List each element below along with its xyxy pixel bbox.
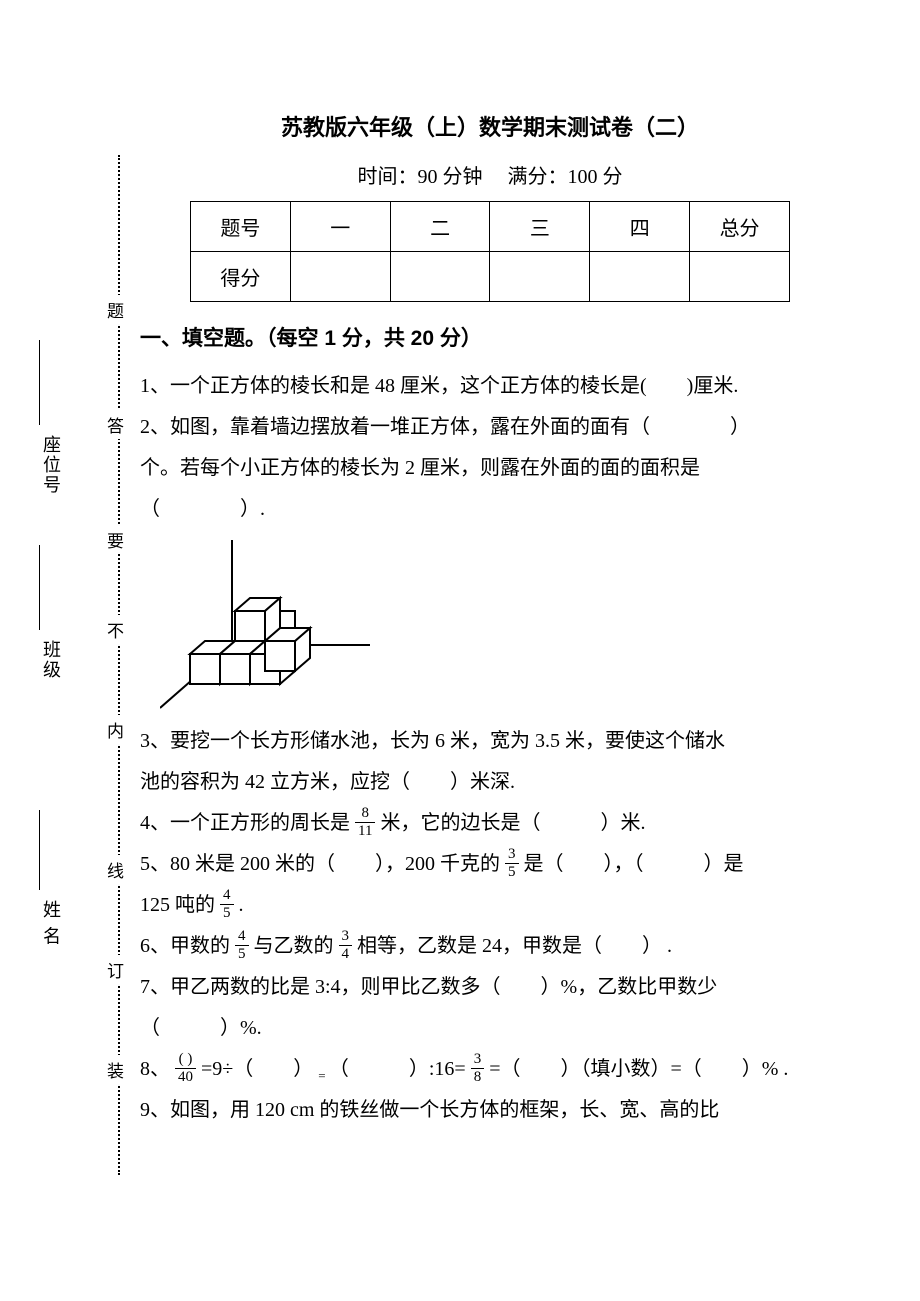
question-5-line1: 5、80 米是 200 米的（ ），200 千克的 35 是（ ），（ ）是 xyxy=(140,844,840,885)
info-seat-label: 座位号 xyxy=(38,435,64,495)
question-5-line2: 125 吨的 45 . xyxy=(140,885,840,926)
question-4: 4、一个正方形的周长是 811 米，它的边长是（ ）米. xyxy=(140,803,840,844)
question-2-line1: 2、如图，靠着墙边摆放着一堆正方体，露在外面的面有（ ） xyxy=(140,407,840,448)
q8-text-a: 8、 xyxy=(140,1058,170,1080)
td-score-label: 得分 xyxy=(191,252,291,302)
q6-text-c: 相等，乙数是 24，甲数是（ ） . xyxy=(357,935,672,957)
q8-eq-sub: = xyxy=(318,1068,329,1083)
info-seat-line xyxy=(39,340,40,425)
th-5: 总分 xyxy=(690,202,790,252)
fullscore-label: 满分： xyxy=(508,166,568,188)
fraction-8-11: 811 xyxy=(355,806,375,839)
question-3-line2: 池的容积为 42 立方米，应挖（ ）米深. xyxy=(140,762,840,803)
td-blank-2 xyxy=(390,252,490,302)
question-7-line1: 7、甲乙两数的比是 3:4，则甲比乙数多（ ）%，乙数比甲数少 xyxy=(140,967,840,1008)
time-label: 时间： xyxy=(358,166,418,188)
q8-text-b: =9÷（ ） xyxy=(201,1058,313,1080)
section-1-heading: 一、填空题。（每空 1 分，共 20 分） xyxy=(140,322,840,352)
margin-char-ding: 订 xyxy=(107,955,124,984)
margin-char-xian: 线 xyxy=(107,855,124,884)
question-8: 8、 ( )40 =9÷（ ） = （ ）:16= 38 =（ ）（填小数）=（… xyxy=(140,1049,840,1090)
info-name-label: 姓 名 xyxy=(38,900,64,947)
table-row-score: 得分 xyxy=(191,252,790,302)
cube-diagram xyxy=(160,540,840,715)
fraction-4-5: 45 xyxy=(220,888,234,921)
score-table: 题号 一 二 三 四 总分 得分 xyxy=(190,201,790,302)
fraction-3-5: 35 xyxy=(505,847,519,880)
time-value: 90 分钟 xyxy=(418,166,483,188)
th-4: 四 xyxy=(590,202,690,252)
question-6: 6、甲数的 45 与乙数的 34 相等，乙数是 24，甲数是（ ） . xyxy=(140,926,840,967)
student-info-strip: 姓 名 班级 座位号 xyxy=(24,380,74,1000)
th-1: 一 xyxy=(290,202,390,252)
td-blank-3 xyxy=(490,252,590,302)
info-class-label: 班级 xyxy=(38,640,64,680)
margin-char-da: 答 xyxy=(107,410,124,439)
fraction-paren-40: ( )40 xyxy=(175,1052,196,1085)
cube-svg-icon xyxy=(160,540,370,710)
fraction-4-5b: 45 xyxy=(235,929,249,962)
q5-text-d: . xyxy=(239,894,244,916)
q6-text-a: 6、甲数的 xyxy=(140,935,230,957)
exam-page: 苏教版六年级（上）数学期末测试卷（二） 时间：90 分钟 满分：100 分 题号… xyxy=(140,110,840,1131)
fraction-3-4: 34 xyxy=(339,929,353,962)
th-2: 二 xyxy=(390,202,490,252)
question-7-line2: （ ）%. xyxy=(140,1008,840,1049)
fullscore-value: 100 分 xyxy=(568,166,623,188)
q5-text-b: 是（ ），（ ）是 xyxy=(524,853,744,875)
td-blank-5 xyxy=(690,252,790,302)
binding-margin-inner: 题 答 要 不 内 线 订 装 xyxy=(110,155,128,1175)
td-blank-4 xyxy=(590,252,690,302)
q6-text-b: 与乙数的 xyxy=(254,935,334,957)
question-2-line3: （ ）. xyxy=(140,489,840,530)
margin-char-ti: 题 xyxy=(107,295,124,324)
th-0: 题号 xyxy=(191,202,291,252)
q5-text-a: 5、80 米是 200 米的（ ），200 千克的 xyxy=(140,853,500,875)
info-name-line xyxy=(39,810,40,890)
question-3-line1: 3、要挖一个长方形储水池，长为 6 米，宽为 3.5 米，要使这个储水 xyxy=(140,721,840,762)
margin-char-zhuang: 装 xyxy=(107,1055,124,1084)
q4-text-a: 4、一个正方形的周长是 xyxy=(140,812,350,834)
q8-text-d: =（ ）（填小数）=（ ）% . xyxy=(489,1058,788,1080)
info-class-line xyxy=(39,545,40,630)
fraction-3-8: 38 xyxy=(471,1052,485,1085)
margin-char-nei: 内 xyxy=(107,715,124,744)
question-2-line2: 个。若每个小正方体的棱长为 2 厘米，则露在外面的面的面积是 xyxy=(140,448,840,489)
exam-title: 苏教版六年级（上）数学期末测试卷（二） xyxy=(140,110,840,142)
question-1: 1、一个正方体的棱长和是 48 厘米，这个正方体的棱长是( )厘米. xyxy=(140,366,840,407)
td-blank-1 xyxy=(290,252,390,302)
q8-text-c: （ ）:16= xyxy=(329,1058,466,1080)
table-row-header: 题号 一 二 三 四 总分 xyxy=(191,202,790,252)
question-9: 9、如图，用 120 cm 的铁丝做一个长方体的框架，长、宽、高的比 xyxy=(140,1090,840,1131)
q5-text-c: 125 吨的 xyxy=(140,894,215,916)
margin-char-yao: 要 xyxy=(107,525,124,554)
margin-char-bu: 不 xyxy=(107,615,124,644)
q4-text-b: 米，它的边长是（ ）米. xyxy=(380,812,645,834)
exam-timing: 时间：90 分钟 满分：100 分 xyxy=(140,160,840,189)
th-3: 三 xyxy=(490,202,590,252)
